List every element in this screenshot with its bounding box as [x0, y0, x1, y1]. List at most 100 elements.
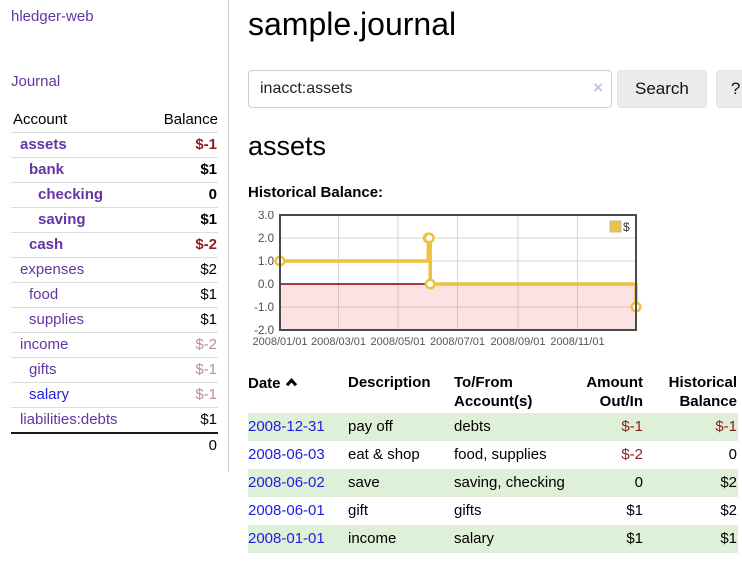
help-button[interactable]: ? — [715, 70, 742, 108]
register-row: 2008-06-02 save saving, checking 0 $2 — [248, 469, 738, 497]
search-bar: × Search ? — [248, 70, 742, 108]
svg-text:2008/03/01: 2008/03/01 — [311, 336, 366, 348]
account-balance: $2 — [200, 261, 217, 278]
transaction-amount: $-1 — [621, 418, 643, 435]
svg-text:2008/07/01: 2008/07/01 — [430, 336, 485, 348]
account-link[interactable]: assets — [20, 136, 67, 153]
svg-text:0.0: 0.0 — [258, 279, 274, 291]
register-row: 2008-12-31 pay off debts $-1 $-1 — [248, 413, 738, 441]
transaction-accounts: food, supplies — [454, 446, 547, 463]
svg-text:$: $ — [623, 220, 630, 234]
transaction-date-link[interactable]: 2008-06-01 — [248, 502, 325, 519]
sidebar: hledger-web Journal Account Balance asse… — [0, 0, 229, 472]
svg-text:2008/09/01: 2008/09/01 — [490, 336, 545, 348]
transaction-date-link[interactable]: 2008-12-31 — [248, 418, 325, 435]
transaction-description: pay off — [348, 418, 393, 435]
account-balance: 0 — [208, 186, 217, 203]
register-col-description: Description — [348, 374, 431, 391]
sidebar-item-journal[interactable]: Journal — [11, 73, 61, 90]
account-row: saving $1 — [11, 208, 218, 233]
account-row: food $1 — [11, 283, 218, 308]
main-content: sample.journal × Search ? assets Histori… — [229, 0, 742, 582]
transaction-date-link[interactable]: 2008-06-02 — [248, 474, 325, 491]
account-row: checking 0 — [11, 183, 218, 208]
accounts-header-row: Account Balance — [11, 108, 218, 133]
search-input-wrap: × — [248, 70, 612, 108]
transaction-description: income — [348, 530, 397, 547]
transaction-accounts: gifts — [454, 502, 482, 519]
svg-text:-1.0: -1.0 — [254, 302, 274, 314]
svg-text:3.0: 3.0 — [258, 211, 274, 222]
svg-text:2.0: 2.0 — [258, 233, 274, 245]
account-link[interactable]: supplies — [29, 311, 85, 328]
account-link[interactable]: salary — [29, 386, 70, 403]
transaction-accounts: debts — [454, 418, 491, 435]
register-col-balance: Historical Balance — [668, 374, 737, 410]
register-table: Date Description To/From Account(s) Amou… — [248, 371, 738, 553]
account-link[interactable]: expenses — [20, 261, 85, 278]
search-button[interactable]: Search — [617, 70, 707, 108]
account-balance: $-1 — [195, 361, 217, 378]
accounts-col-account: Account — [13, 111, 68, 128]
register-header-row: Date Description To/From Account(s) Amou… — [248, 371, 738, 413]
accounts-total-row: 0 — [11, 433, 218, 458]
account-row: income $-2 — [11, 333, 218, 358]
transaction-date-link[interactable]: 2008-01-01 — [248, 530, 325, 547]
chart-title: Historical Balance: — [248, 184, 384, 201]
sort-asc-icon — [285, 373, 298, 392]
account-link[interactable]: income — [20, 336, 69, 353]
account-link[interactable]: food — [29, 286, 59, 303]
transaction-amount: $1 — [626, 502, 643, 519]
transaction-accounts: saving, checking — [454, 474, 565, 491]
transaction-balance: $2 — [720, 474, 737, 491]
account-balance: $-2 — [195, 236, 217, 253]
page-title: sample.journal — [248, 6, 457, 42]
accounts-total: 0 — [208, 437, 217, 454]
account-link[interactable]: bank — [29, 161, 65, 178]
account-row: gifts $-1 — [11, 358, 218, 383]
search-input[interactable] — [248, 70, 612, 108]
account-row: assets $-1 — [11, 133, 218, 158]
transaction-amount: 0 — [634, 474, 643, 491]
account-balance: $-1 — [195, 386, 217, 403]
account-balance: $1 — [200, 161, 217, 178]
account-link[interactable]: liabilities:debts — [20, 411, 118, 428]
brand-link[interactable]: hledger-web — [11, 8, 94, 25]
transaction-description: save — [348, 474, 380, 491]
account-link[interactable]: checking — [38, 186, 104, 203]
register-row: 2008-06-03 eat & shop food, supplies $-2… — [248, 441, 738, 469]
account-balance: $-2 — [195, 336, 217, 353]
account-row: salary $-1 — [11, 383, 218, 408]
account-link[interactable]: saving — [38, 211, 86, 228]
register-row: 2008-06-01 gift gifts $1 $2 — [248, 497, 738, 525]
account-row: supplies $1 — [11, 308, 218, 333]
register-col-accounts: To/From Account(s) — [454, 374, 533, 410]
transaction-description: gift — [348, 502, 369, 519]
transaction-amount: $-2 — [621, 446, 643, 463]
transaction-balance: $-1 — [715, 418, 737, 435]
account-link[interactable]: cash — [29, 236, 64, 253]
account-balance: $-1 — [195, 136, 217, 153]
clear-search-icon[interactable]: × — [593, 78, 603, 97]
transaction-balance: $2 — [720, 502, 737, 519]
svg-text:-2.0: -2.0 — [254, 325, 274, 337]
svg-text:2008/11/01: 2008/11/01 — [550, 336, 604, 348]
transaction-accounts: salary — [454, 530, 495, 547]
transaction-amount: $1 — [626, 530, 643, 547]
account-row: bank $1 — [11, 158, 218, 183]
account-balance: $1 — [200, 411, 217, 428]
account-row: cash $-2 — [11, 233, 218, 258]
account-row: liabilities:debts $1 — [11, 408, 218, 433]
transaction-date-link[interactable]: 2008-06-03 — [248, 446, 325, 463]
account-link[interactable]: gifts — [29, 361, 57, 378]
svg-text:2008/01/01: 2008/01/01 — [252, 336, 307, 348]
transaction-balance: $1 — [720, 530, 737, 547]
transaction-description: eat & shop — [348, 446, 420, 463]
svg-text:1.0: 1.0 — [258, 256, 274, 268]
account-balance: $1 — [200, 311, 217, 328]
account-balance: $1 — [200, 286, 217, 303]
register-col-date[interactable]: Date — [248, 371, 348, 413]
accounts-balance-table: Account Balance assets $-1 bank $1 check… — [11, 108, 218, 458]
